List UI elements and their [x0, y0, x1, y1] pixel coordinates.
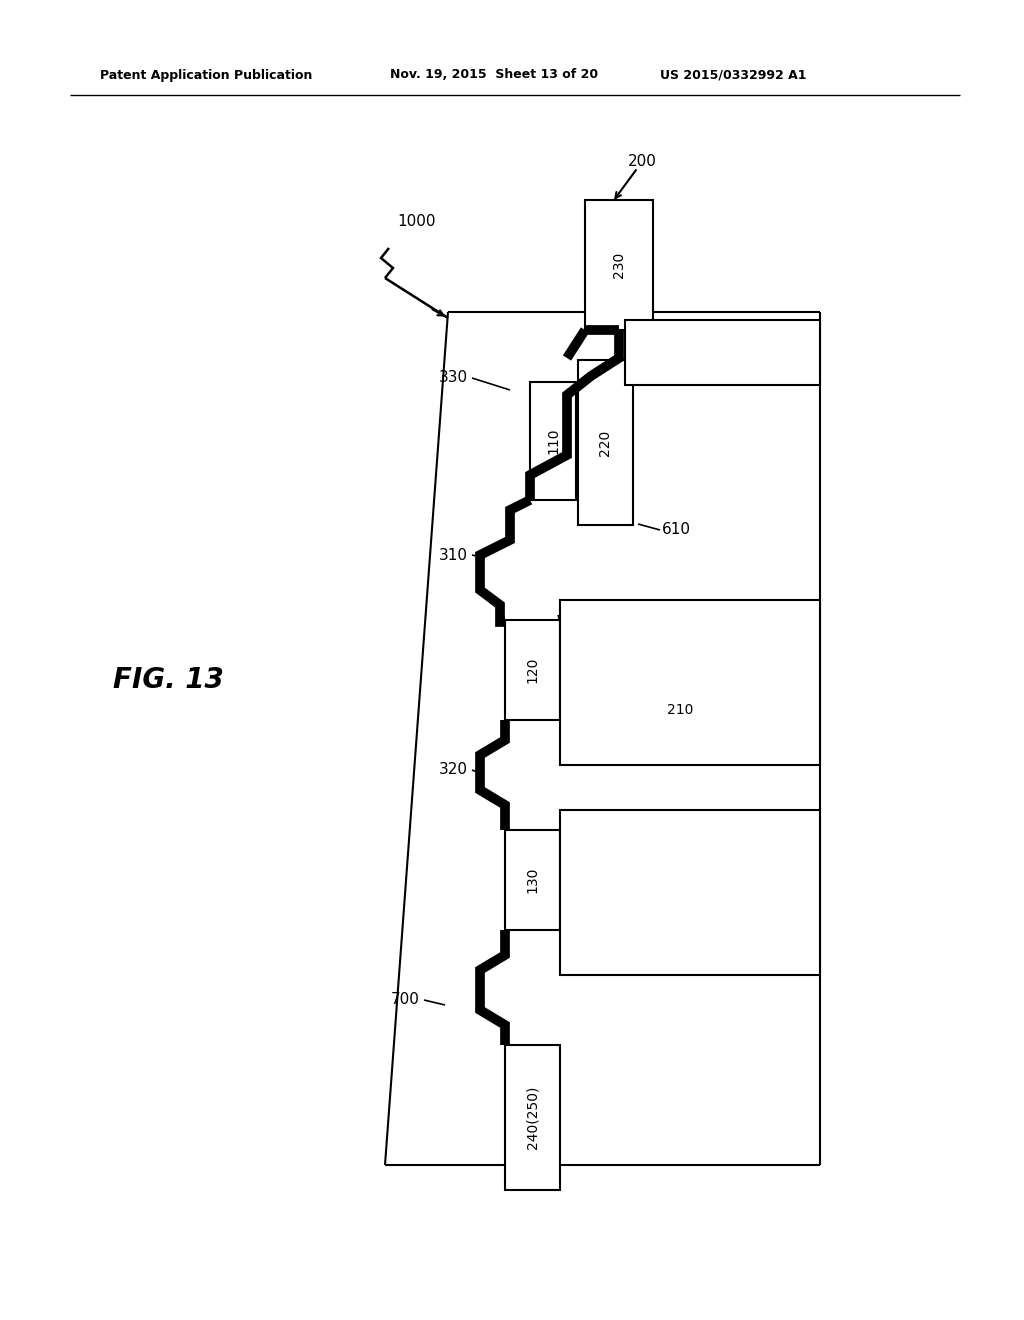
- Text: Patent Application Publication: Patent Application Publication: [100, 69, 312, 82]
- Text: 330: 330: [439, 371, 468, 385]
- Text: 210: 210: [667, 704, 693, 717]
- Text: 130: 130: [525, 867, 540, 894]
- Bar: [505, 1045, 560, 1191]
- Bar: [578, 360, 633, 525]
- Text: 230: 230: [612, 252, 626, 279]
- Text: 110: 110: [546, 428, 560, 454]
- Bar: [505, 830, 560, 931]
- Bar: [560, 810, 820, 975]
- Bar: [625, 319, 820, 385]
- Text: Nov. 19, 2015  Sheet 13 of 20: Nov. 19, 2015 Sheet 13 of 20: [390, 69, 598, 82]
- Text: 600: 600: [562, 605, 591, 619]
- Text: 320: 320: [439, 763, 468, 777]
- Text: FIG. 13: FIG. 13: [113, 667, 223, 694]
- Text: 310: 310: [439, 548, 468, 562]
- Text: 200: 200: [628, 154, 656, 169]
- Bar: [505, 620, 560, 719]
- Bar: [560, 601, 820, 766]
- Bar: [585, 201, 653, 330]
- Text: 120: 120: [525, 657, 540, 684]
- Text: 700: 700: [391, 993, 420, 1007]
- Text: US 2015/0332992 A1: US 2015/0332992 A1: [660, 69, 807, 82]
- Text: 610: 610: [662, 523, 691, 537]
- Bar: [530, 381, 575, 500]
- Text: 1000: 1000: [397, 214, 435, 230]
- Text: 240(250): 240(250): [525, 1086, 540, 1150]
- Text: 220: 220: [598, 429, 612, 455]
